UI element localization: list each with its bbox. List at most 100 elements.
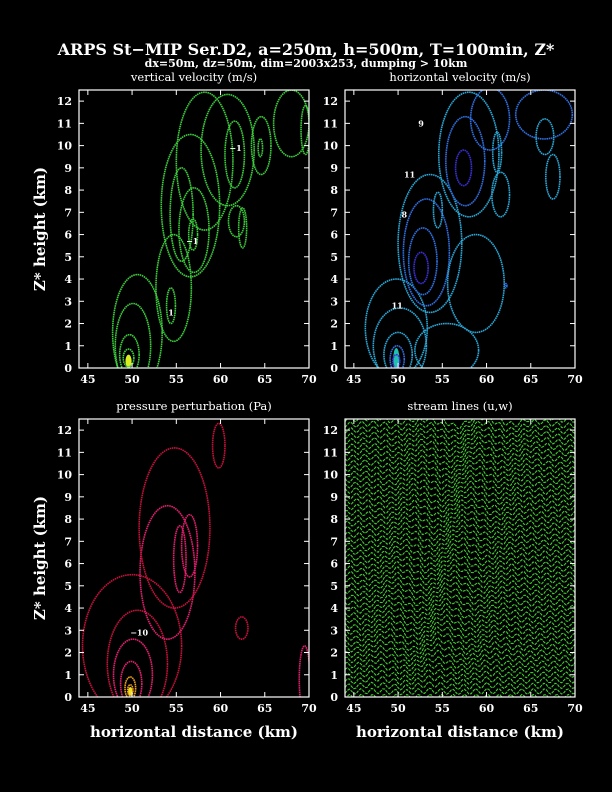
y-tick-label: 7	[64, 206, 72, 219]
x-tick-label: 60	[213, 373, 229, 386]
y-tick-label: 1	[64, 340, 72, 353]
contour-line	[535, 118, 555, 156]
y-tick-label: 0	[330, 691, 338, 704]
streamline	[345, 519, 575, 541]
streamline	[345, 436, 575, 457]
contour-line	[391, 353, 401, 368]
streamline	[345, 453, 575, 475]
y-tick-label: 5	[64, 251, 72, 264]
y-tick-label: 2	[330, 318, 338, 331]
y-tick-label: 10	[323, 469, 339, 482]
contour-label: −1	[186, 236, 198, 246]
y-tick-label: 2	[64, 647, 72, 660]
y-tick-label: 3	[64, 624, 72, 637]
contour-line	[407, 227, 438, 296]
contour-line	[372, 307, 428, 368]
contour-line	[414, 322, 480, 368]
plot-frame	[344, 89, 576, 369]
streamline	[345, 636, 575, 657]
streamline	[345, 513, 575, 536]
x-tick-label: 55	[435, 702, 450, 715]
contour-line	[122, 348, 135, 368]
streamline	[345, 491, 575, 514]
contour-line	[119, 660, 143, 697]
contour-line	[237, 207, 248, 249]
y-tick-label: 5	[330, 251, 338, 264]
contour-label: 9	[418, 118, 424, 128]
y-tick-label: 4	[330, 273, 338, 286]
contour-core	[128, 686, 133, 696]
contour-line	[138, 447, 211, 609]
x-tick-label: 65	[257, 373, 272, 386]
contour-line	[139, 504, 196, 640]
contour-line	[364, 278, 429, 368]
y-tick-label: 4	[64, 602, 72, 615]
contour-line	[81, 573, 183, 697]
streamline	[345, 430, 575, 452]
x-tick-label: 50	[124, 702, 140, 715]
y-tick-label: 1	[330, 340, 338, 353]
streamline	[345, 681, 575, 691]
plot-area	[345, 419, 575, 697]
streamline	[345, 626, 575, 646]
contour-line	[227, 204, 246, 238]
contour-line	[300, 104, 309, 156]
y-tick-label: 10	[57, 469, 73, 482]
streamline	[345, 547, 575, 568]
contour-line	[250, 115, 272, 176]
y-tick-label: 2	[64, 318, 72, 331]
x-tick-label: 55	[169, 702, 184, 715]
streamline	[345, 649, 575, 667]
x-tick-label: 70	[301, 373, 317, 386]
contour-label: −1	[229, 143, 241, 153]
y-tick-label: 11	[57, 117, 72, 130]
contour-core	[125, 354, 132, 368]
y-tick-label: 11	[57, 446, 72, 459]
x-tick-label: 60	[479, 373, 495, 386]
y-tick-label: 9	[64, 162, 72, 175]
streamline	[345, 537, 575, 557]
panel-vertical-velocity: 1−1−145 50 55 60 65 700123456789101112vertica…	[31, 70, 317, 386]
x-axis-label: horizontal distance (km)	[90, 723, 298, 741]
y-axis-label: Z* height (km)	[31, 167, 49, 291]
contour-line	[172, 524, 187, 594]
contour-line	[389, 344, 406, 368]
contour-line	[200, 93, 255, 207]
y-tick-label: 5	[64, 580, 72, 593]
plot-area: −10	[81, 422, 309, 697]
streamline	[345, 480, 575, 503]
y-tick-label: 0	[64, 691, 72, 704]
y-tick-label: 8	[64, 184, 72, 197]
contour-line	[106, 609, 169, 697]
contour-line	[234, 616, 249, 640]
contour-line	[402, 198, 451, 307]
y-tick-label: 3	[64, 295, 72, 308]
contour-line	[413, 251, 429, 285]
x-tick-label: 45	[80, 373, 95, 386]
streamline	[345, 447, 575, 469]
y-tick-label: 7	[330, 206, 338, 219]
y-tick-label: 6	[330, 229, 338, 242]
contour-line	[491, 131, 503, 174]
streamline	[345, 525, 575, 547]
streamline	[345, 442, 575, 463]
streamline	[345, 558, 575, 580]
contour-line	[224, 120, 246, 189]
x-tick-label: 50	[390, 373, 406, 386]
y-tick-label: 6	[64, 558, 72, 571]
y-tick-label: 3	[330, 295, 338, 308]
contour-line	[491, 171, 511, 218]
streamline	[345, 631, 575, 652]
streamline	[345, 669, 575, 681]
x-tick-label: 65	[523, 373, 538, 386]
y-tick-label: 11	[323, 446, 338, 459]
contour-line	[432, 191, 444, 229]
contour-line	[111, 273, 163, 368]
x-tick-label: 45	[346, 373, 361, 386]
streamline	[345, 553, 575, 574]
x-tick-label: 65	[257, 702, 272, 715]
